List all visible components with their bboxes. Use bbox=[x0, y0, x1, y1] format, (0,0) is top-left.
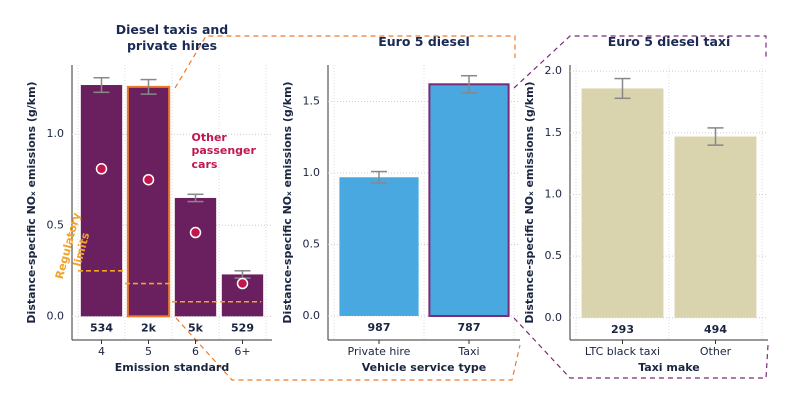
bar bbox=[581, 88, 664, 318]
x-tick-label: 6+ bbox=[234, 345, 250, 358]
x-tick-label: Other bbox=[700, 345, 732, 358]
y-tick-label: 2.0 bbox=[545, 64, 563, 77]
y-axis-title: Distance-specific NOₓ emissions (g/km) bbox=[523, 81, 536, 323]
bar bbox=[674, 136, 757, 318]
sample-size: 987 bbox=[368, 321, 391, 334]
y-tick-label: 0.5 bbox=[303, 237, 321, 250]
y-tick-label: 0.0 bbox=[47, 309, 65, 322]
chart-title: Diesel taxis and private hires bbox=[115, 22, 229, 53]
sample-size: 529 bbox=[231, 321, 254, 334]
y-tick-label: 1.5 bbox=[303, 94, 321, 107]
reference-dot bbox=[189, 226, 202, 239]
x-tick-label: 4 bbox=[98, 345, 105, 358]
y-tick-label: 0.0 bbox=[303, 309, 321, 322]
y-tick-label: 1.0 bbox=[545, 187, 563, 200]
connector bbox=[513, 317, 769, 379]
chart-title: Euro 5 diesel taxi bbox=[607, 34, 731, 49]
x-tick-label: Taxi bbox=[457, 345, 479, 358]
bar bbox=[174, 197, 217, 317]
y-axis-title: Distance-specific NOₓ emissions (g/km) bbox=[281, 81, 294, 323]
reference-dot bbox=[95, 163, 108, 175]
connector bbox=[175, 317, 521, 381]
y-tick-label: 0.5 bbox=[545, 249, 563, 262]
chart-title: Euro 5 diesel bbox=[378, 34, 470, 49]
x-axis-title: Vehicle service type bbox=[362, 361, 487, 374]
bar bbox=[339, 177, 419, 316]
y-tick-label: 0.0 bbox=[545, 311, 563, 324]
bar bbox=[428, 83, 510, 317]
x-tick-label: 6 bbox=[192, 345, 199, 358]
sample-size: 787 bbox=[458, 321, 481, 334]
reference-dot bbox=[236, 277, 249, 290]
sample-size: 5k bbox=[188, 321, 204, 334]
x-tick-label: LTC black taxi bbox=[585, 345, 660, 358]
bar bbox=[80, 85, 123, 317]
bar bbox=[126, 85, 171, 318]
y-tick-label: 1.5 bbox=[545, 126, 563, 139]
sample-size: 534 bbox=[90, 321, 113, 334]
sample-size: 293 bbox=[611, 323, 634, 336]
sample-size: 2k bbox=[141, 321, 157, 334]
connector bbox=[174, 35, 516, 89]
reference-dot bbox=[142, 173, 155, 186]
sample-size: 494 bbox=[704, 323, 727, 336]
x-axis-title: Emission standard bbox=[115, 361, 230, 374]
y-axis-title: Distance-specific NOₓ emissions (g/km) bbox=[25, 81, 38, 323]
x-tick-label: Private hire bbox=[348, 345, 411, 358]
x-tick-label: 5 bbox=[145, 345, 152, 358]
annotation: Other passenger cars bbox=[191, 130, 256, 172]
x-axis-title: Taxi make bbox=[638, 361, 700, 374]
y-tick-label: 0.5 bbox=[47, 218, 65, 231]
y-tick-label: 1.0 bbox=[303, 166, 321, 179]
y-tick-label: 1.0 bbox=[47, 127, 65, 140]
connector bbox=[513, 35, 767, 89]
